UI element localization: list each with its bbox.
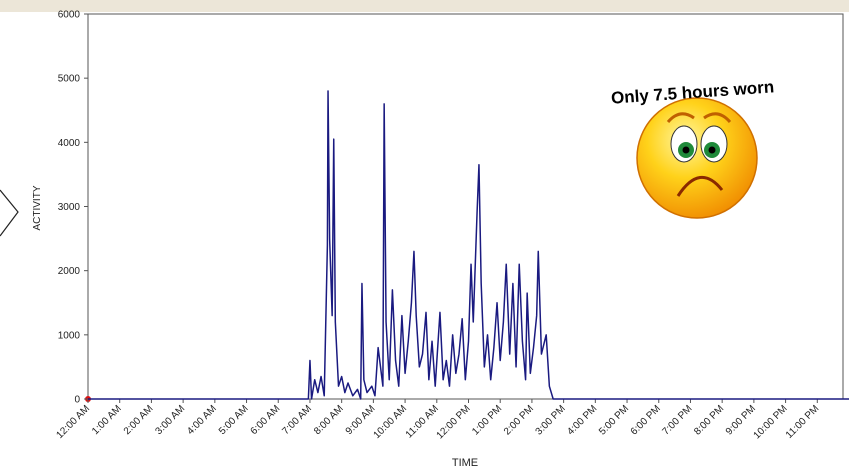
- y-tick-label: 3000: [58, 202, 81, 213]
- y-tick-label: 1000: [58, 330, 81, 341]
- y-tick-label: 5000: [58, 74, 81, 85]
- emoji: [637, 98, 757, 218]
- chart: ACTIVITY TIME Only 7.5 hours worn 010002…: [0, 0, 849, 472]
- y-tick-label: 6000: [58, 10, 81, 21]
- x-axis-label: TIME: [452, 457, 478, 469]
- y-tick-label: 0: [74, 395, 80, 406]
- y-axis-label: ACTIVITY: [32, 185, 43, 230]
- y-tick-label: 4000: [58, 138, 81, 149]
- y-tick-label: 2000: [58, 266, 81, 277]
- top-band: [0, 0, 849, 12]
